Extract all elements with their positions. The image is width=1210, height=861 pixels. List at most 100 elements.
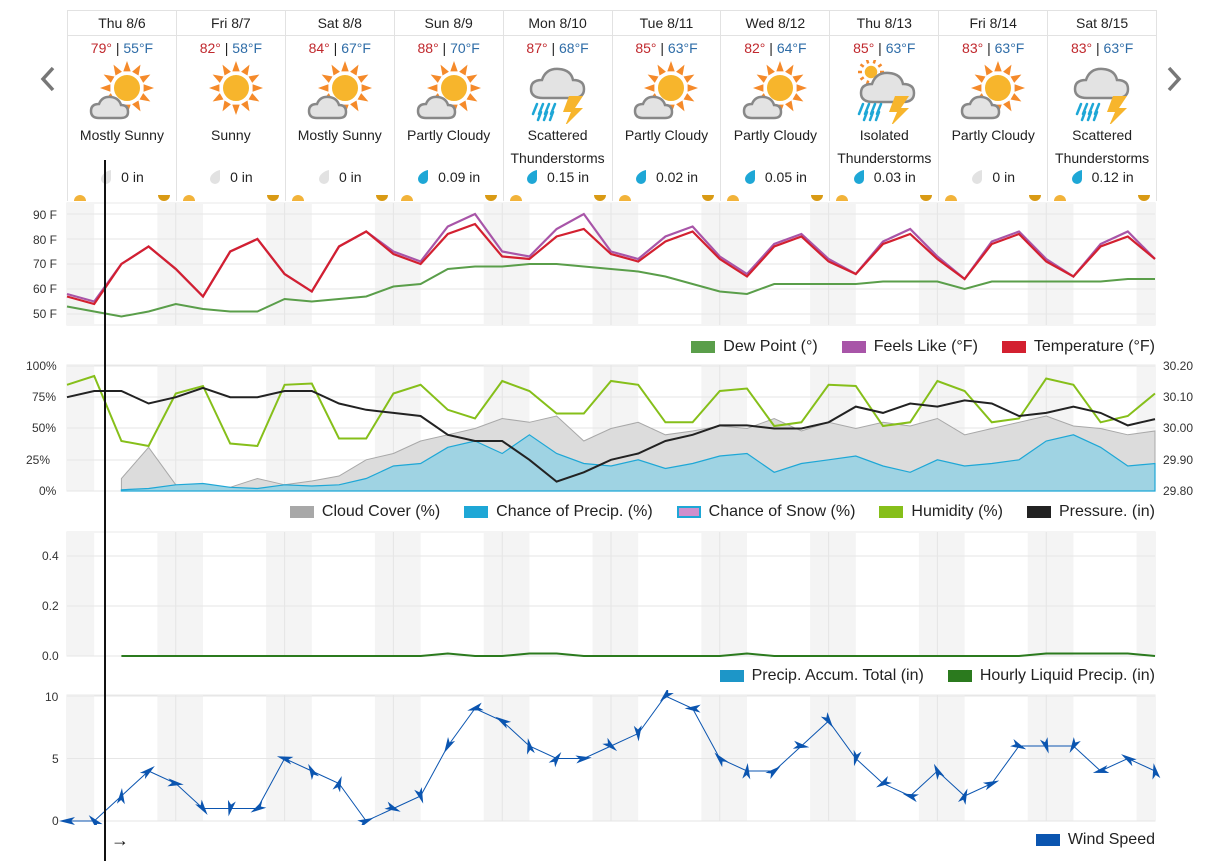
sky-humidity-pressure-plot	[66, 364, 1156, 492]
day-card[interactable]: Fri 8/14 83° | 63°F Partly Cloudy 0 in	[939, 11, 1049, 201]
legend-humidity[interactable]: Humidity (%)	[879, 503, 1003, 521]
legend-wind-speed[interactable]: Wind Speed	[1035, 831, 1155, 849]
partly-cloudy-icon	[631, 60, 701, 124]
sky-humidity-pressure-chart: 100% 75% 50% 25% 0% 30.20 30.10 30.00 29…	[0, 359, 1210, 530]
y-tick-right: 29.80	[1163, 484, 1194, 498]
y-tick: 100%	[26, 359, 57, 373]
precipitation-chart: 0.4 0.2 0.0 Precip. Accum. Total (in) Ho…	[0, 525, 1210, 690]
sunrise-icon	[945, 195, 958, 201]
high-temp: 84°	[308, 40, 330, 56]
raindrop-icon	[853, 170, 864, 184]
sunset-icon	[157, 195, 170, 201]
next-days-button[interactable]	[1160, 62, 1190, 96]
day-card[interactable]: Thu 8/13 85° | 63°F Isolated Thunderstorm…	[830, 11, 940, 201]
sunset-icon	[1138, 195, 1151, 201]
sunrise-icon	[1054, 195, 1067, 201]
low-temp: 63°F	[885, 40, 916, 56]
y-tick: 80 F	[33, 233, 58, 247]
day-card[interactable]: Sun 8/9 88° | 70°F Partly Cloudy 0.09 in	[394, 11, 504, 201]
legend-hourly-precip[interactable]: Hourly Liquid Precip. (in)	[947, 667, 1155, 685]
sunset-icon	[266, 195, 279, 201]
y-tick: 0.2	[42, 599, 59, 613]
condition: Scattered Thunderstorms	[1055, 127, 1150, 166]
y-tick: 70 F	[33, 257, 58, 271]
legend-chance-precip[interactable]: Chance of Precip. (%)	[464, 503, 653, 521]
raindrop-icon	[318, 170, 329, 184]
raindrop-icon	[527, 170, 538, 184]
day-label: Mon 8/10	[503, 11, 612, 36]
day-label: Thu 8/13	[830, 11, 939, 36]
y-tick-right: 29.90	[1163, 453, 1194, 467]
day-label: Sat 8/15	[1048, 11, 1157, 36]
y-tick: 60 F	[33, 282, 58, 296]
low-temp: 64°F	[776, 40, 807, 56]
high-temp: 82°	[199, 40, 221, 56]
day-card[interactable]: Wed 8/12 82° | 64°F Partly Cloudy 0.05 i…	[721, 11, 831, 201]
condition: Isolated Thunderstorms	[837, 127, 932, 166]
y-tick-right: 30.20	[1163, 359, 1194, 373]
day-card[interactable]: Fri 8/7 82° | 58°F Sunny 0 in	[176, 11, 286, 201]
wind-legend: Wind Speed	[1035, 831, 1155, 849]
legend-feels-like[interactable]: Feels Like (°F)	[841, 338, 978, 356]
high-temp: 83°	[962, 40, 984, 56]
legend-dew-point[interactable]: Dew Point (°)	[691, 338, 818, 356]
day-card[interactable]: Sat 8/8 84° | 67°F Mostly Sunny 0 in	[285, 11, 395, 201]
sunrise-icon	[727, 195, 740, 201]
condition: Partly Cloudy	[624, 127, 709, 143]
legend-precip-accum[interactable]: Precip. Accum. Total (in)	[719, 667, 924, 685]
day-card[interactable]: Tue 8/11 85° | 63°F Partly Cloudy 0.02 i…	[612, 11, 722, 201]
precip-amount: 0 in	[177, 167, 285, 187]
raindrop-icon	[101, 170, 112, 184]
high-temp: 82°	[744, 40, 766, 56]
mostly-sunny-icon	[87, 60, 157, 124]
sunny-icon	[196, 60, 266, 124]
partly-cloudy-icon	[414, 60, 484, 124]
legend-cloud-cover[interactable]: Cloud Cover (%)	[289, 503, 440, 521]
day-card[interactable]: Thu 8/6 79° | 55°F Mostly Sunny 0 in	[68, 11, 177, 201]
temp-range: 84° | 67°F	[308, 40, 371, 56]
high-temp: 87°	[526, 40, 548, 56]
precip-amount: 0.03 in	[830, 167, 938, 187]
y-tick: 50 F	[33, 307, 58, 321]
thunderstorm-icon	[1067, 60, 1137, 126]
low-temp: 68°F	[559, 40, 589, 56]
precip-amount: 0 in	[286, 167, 394, 187]
precip-amount: 0.09 in	[395, 167, 503, 187]
day-card[interactable]: Sat 8/15 83° | 63°F Scattered Thunderstor…	[1048, 11, 1157, 201]
daily-forecast-strip: Thu 8/6 79° | 55°F Mostly Sunny 0 in Fri…	[67, 10, 1157, 201]
legend-chance-snow[interactable]: Chance of Snow (%)	[676, 503, 855, 521]
day-label: Fri 8/14	[939, 11, 1048, 36]
day-label: Fri 8/7	[176, 11, 285, 36]
legend-pressure[interactable]: Pressure. (in)	[1026, 503, 1155, 521]
current-time-marker[interactable]	[104, 160, 106, 861]
temp-range: 82° | 58°F	[199, 40, 263, 56]
day-label: Wed 8/12	[721, 11, 830, 36]
raindrop-icon	[972, 170, 983, 184]
temp-range: 83° | 63°F	[962, 40, 1025, 56]
mostly-sunny-icon	[305, 60, 375, 124]
atmosphere-legend: Cloud Cover (%) Chance of Precip. (%) Ch…	[289, 503, 1155, 521]
sunrise-icon	[291, 195, 304, 201]
sunrise-icon	[74, 195, 86, 201]
y-tick: 10	[45, 690, 59, 704]
thunderstorm-icon	[523, 60, 593, 126]
high-temp: 88°	[417, 40, 439, 56]
sunset-icon	[920, 195, 933, 201]
y-tick: 0.4	[42, 549, 59, 563]
low-temp: 67°F	[341, 40, 371, 56]
previous-days-button[interactable]	[34, 62, 64, 96]
y-tick: 0%	[39, 484, 57, 498]
high-temp: 79°	[90, 40, 112, 56]
day-card[interactable]: Mon 8/10 87° | 68°F Scattered Thunderstor…	[503, 11, 613, 201]
high-temp: 83°	[1070, 40, 1093, 56]
temperature-legend: Dew Point (°) Feels Like (°F) Temperatur…	[691, 338, 1155, 356]
sunset-icon	[375, 195, 388, 201]
temp-range: 79° | 55°F	[90, 40, 154, 56]
raindrop-icon	[1071, 170, 1082, 184]
legend-temperature[interactable]: Temperature (°F)	[1001, 338, 1155, 356]
time-marker-arrow-icon: →	[111, 830, 129, 850]
y-tick-right: 30.00	[1163, 421, 1194, 435]
low-temp: 55°F	[123, 40, 154, 56]
precip-amount: 0.05 in	[721, 167, 829, 187]
sunrise-icon	[836, 195, 849, 201]
